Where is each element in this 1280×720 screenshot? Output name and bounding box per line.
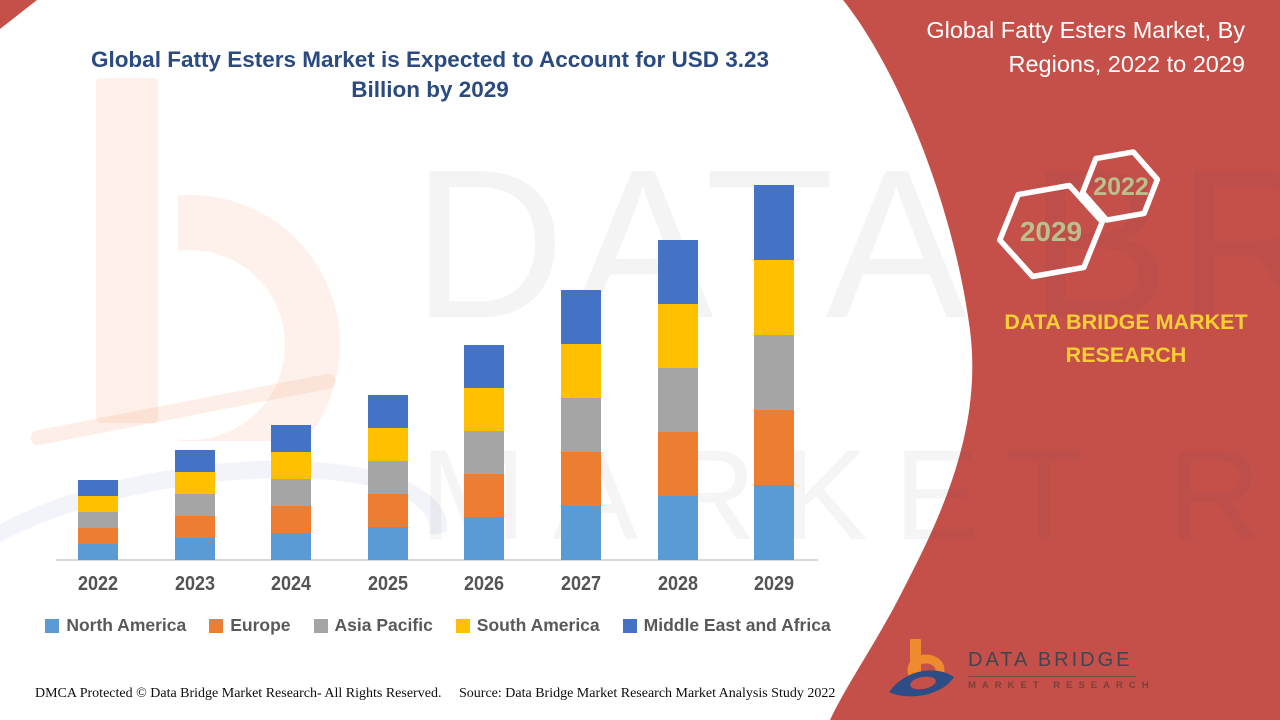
bar-segment-2026-north-america: [464, 517, 505, 560]
side-panel-heading: Global Fatty Esters Market, By Regions, …: [900, 13, 1245, 81]
bar-segment-2023-europe: [174, 516, 215, 538]
bar-2025: [367, 395, 408, 560]
bar-segment-2027-north-america: [561, 506, 601, 560]
bar-segment-2029-middle-east-and-africa: [754, 185, 795, 260]
bar-segment-2023-north-america: [174, 538, 215, 560]
legend-swatch: [455, 618, 470, 633]
bar-segment-2028-north-america: [657, 496, 698, 560]
bar-segment-2027-south-america: [561, 344, 601, 398]
x-axis-label-2025: 2025: [367, 573, 408, 595]
bar-segment-2029-europe: [754, 410, 795, 485]
legend-item-asia-pacific: Asia Pacific: [313, 615, 433, 636]
legend-swatch: [313, 618, 328, 633]
watermark-text-row1: DATA BRIDGE: [412, 125, 1280, 362]
stacked-bar-chart: 2022 2023 2024 2025 2026 2027 2028 2029: [56, 185, 818, 595]
bar-segment-2027-middle-east-and-africa: [561, 290, 601, 344]
legend-item-south-america: South America: [455, 615, 600, 636]
hexagon-2022: [1079, 149, 1161, 223]
logo-title: DATA BRIDGE: [968, 649, 1133, 671]
legend-swatch: [209, 618, 224, 633]
data-bridge-logo: DATA BRIDGE MARKET RESEARCH: [886, 634, 1246, 706]
x-axis-label-2026: 2026: [464, 573, 505, 595]
bar-segment-2025-north-america: [367, 527, 408, 560]
data-bridge-logo-icon: [889, 639, 954, 697]
x-axis-label-2022: 2022: [77, 573, 119, 595]
bar-segment-2022-middle-east-and-africa: [78, 480, 118, 496]
corner-triangle-decoration: [0, 0, 37, 29]
bar-segment-2028-middle-east-and-africa: [657, 240, 698, 304]
bar-segment-2022-asia-pacific: [78, 512, 118, 528]
side-heading-line2: Regions, 2022 to 2029: [1008, 51, 1246, 77]
bar-segment-2023-asia-pacific: [174, 494, 215, 516]
legend-swatch: [622, 618, 637, 633]
legend-label: Europe: [230, 615, 291, 635]
year-hexagons: 2029 2022: [997, 149, 1161, 280]
hexagon-2029: [997, 182, 1105, 280]
bar-2027: [561, 290, 601, 560]
bar-segment-2024-middle-east-and-africa: [271, 425, 312, 452]
bar-segment-2024-asia-pacific: [271, 479, 312, 506]
bar-segment-2027-europe: [561, 452, 601, 506]
bar-2023: [174, 450, 215, 560]
bar-segment-2026-south-america: [464, 388, 505, 431]
x-axis-label-2024: 2024: [271, 573, 312, 595]
bar-segment-2026-asia-pacific: [464, 431, 505, 474]
legend-label: Asia Pacific: [334, 615, 433, 635]
bar-segment-2023-middle-east-and-africa: [174, 450, 215, 472]
logo-divider: [968, 676, 1136, 677]
bar-segment-2029-asia-pacific: [754, 335, 795, 410]
legend-item-middle-east-and-africa: Middle East and Africa: [622, 615, 831, 636]
brand-text: DATA BRIDGE MARKET RESEARCH: [1004, 310, 1248, 367]
bar-segment-2029-north-america: [754, 485, 795, 560]
hexagon-label-2029: 2029: [1020, 216, 1082, 247]
bar-segment-2025-asia-pacific: [367, 461, 408, 494]
bar-segment-2025-south-america: [367, 428, 408, 461]
bar-2026: [464, 345, 505, 560]
legend-label: North America: [66, 615, 187, 635]
chart-title-line2: Billion by 2029: [351, 77, 509, 102]
bar-2028: [657, 240, 698, 560]
chart-title-line1: Global Fatty Esters Market is Expected t…: [90, 47, 770, 72]
bar-segment-2027-asia-pacific: [561, 398, 601, 452]
bar-segment-2025-europe: [367, 494, 408, 527]
x-axis-label-2023: 2023: [174, 573, 215, 595]
bar-segment-2028-asia-pacific: [657, 368, 698, 432]
x-axis-label-2027: 2027: [560, 573, 602, 595]
x-axis-line: [56, 559, 818, 561]
bar-segment-2029-south-america: [754, 260, 795, 335]
bar-segment-2025-middle-east-and-africa: [367, 395, 408, 428]
legend-label: Middle East and Africa: [643, 615, 831, 635]
legend-item-north-america: North America: [45, 615, 186, 636]
source-credit: Source: Data Bridge Market Research Mark…: [459, 686, 836, 701]
bar-segment-2024-europe: [271, 506, 312, 533]
watermark-b-bar: [96, 78, 158, 423]
legend-item-europe: Europe: [209, 615, 291, 636]
chart-title: Global Fatty Esters Market is Expected t…: [50, 45, 810, 105]
bar-2024: [271, 425, 312, 560]
side-heading-line1: Global Fatty Esters Market, By: [926, 17, 1245, 43]
x-axis-label-2028: 2028: [657, 573, 698, 595]
logo-subtitle: MARKET RESEARCH: [968, 680, 1155, 691]
bar-segment-2022-europe: [78, 528, 118, 544]
bar-segment-2028-south-america: [657, 304, 698, 368]
bar-segment-2026-europe: [464, 474, 505, 517]
bar-segment-2022-north-america: [78, 544, 118, 560]
hexagon-label-2022: 2022: [1093, 173, 1149, 201]
bar-segment-2028-europe: [657, 432, 698, 496]
bar-segment-2023-south-america: [174, 472, 215, 494]
dmca-notice: DMCA Protected © Data Bridge Market Rese…: [35, 686, 442, 701]
bar-2022: [78, 480, 118, 560]
legend-swatch: [45, 618, 60, 633]
bar-segment-2026-middle-east-and-africa: [464, 345, 505, 388]
legend-label: South America: [476, 615, 600, 635]
bar-segment-2024-south-america: [271, 452, 312, 479]
bar-segment-2024-north-america: [271, 533, 312, 560]
chart-legend: North America Europe Asia Pacific South Ame…: [28, 615, 848, 636]
x-axis-label-2029: 2029: [754, 573, 795, 595]
bar-segment-2022-south-america: [78, 496, 118, 512]
bar-2029: [754, 185, 795, 560]
